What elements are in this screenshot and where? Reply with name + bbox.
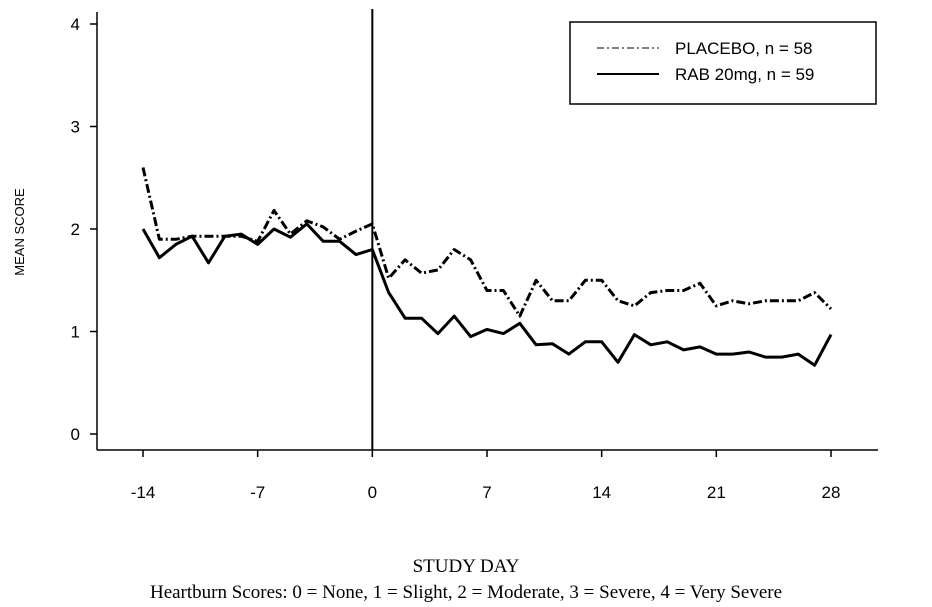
series-lines (141, 167, 833, 367)
legend-label-rab: RAB 20mg, n = 59 (675, 65, 814, 84)
legend-label-placebo: PLACEBO, n = 58 (675, 39, 813, 58)
x-tick-label: -7 (250, 483, 265, 502)
x-tick-label: 21 (707, 483, 726, 502)
x-axis-ticks: -14 -7 0 7 14 21 28 (131, 450, 841, 502)
score-scale-caption: Heartburn Scores: 0 = None, 1 = Slight, … (150, 582, 782, 603)
y-axis-ticks: 0 1 2 3 4 (71, 15, 97, 444)
x-axis-label: STUDY DAY (413, 556, 520, 577)
x-tick-label: 7 (482, 483, 491, 502)
legend-box (569, 21, 877, 105)
y-tick-label: 4 (71, 15, 80, 34)
x-tick-label: 0 (368, 483, 377, 502)
x-tick-label: 28 (822, 483, 841, 502)
y-tick-label: 1 (71, 323, 80, 342)
series-line-rab-20mg (141, 222, 833, 367)
legend: PLACEBO, n = 58 RAB 20mg, n = 59 (569, 21, 877, 105)
series-line-placebo (141, 167, 833, 318)
x-tick-label: -14 (131, 483, 156, 502)
y-tick-label: 0 (71, 425, 80, 444)
y-tick-label: 2 (71, 220, 80, 239)
x-tick-label: 14 (592, 483, 611, 502)
y-tick-label: 3 (71, 118, 80, 137)
y-axis-label: MEAN SCORE (12, 188, 27, 276)
